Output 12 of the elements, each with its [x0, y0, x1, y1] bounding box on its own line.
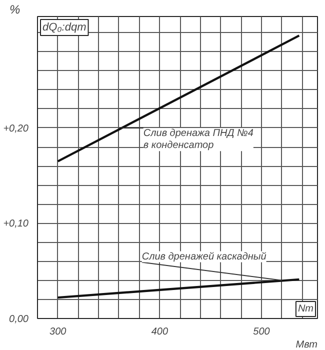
- y-tick-label: 0,00: [9, 314, 29, 325]
- text: dQ₀:dqт: [42, 22, 86, 34]
- y-tick-label: +0,20: [3, 123, 29, 134]
- annotation: Слив дренажа ПНД №4 в конденсатор: [143, 128, 254, 152]
- x-tick-label: 300: [50, 326, 67, 338]
- x-axis-title: Nт: [298, 304, 314, 314]
- y-axis-title: %: [10, 2, 20, 16]
- y-tick-label: +0,10: [3, 218, 29, 230]
- x-tick-label: 500: [253, 326, 270, 338]
- annotation: Слив дренажей каскадный: [142, 251, 267, 262]
- text: Мвт: [296, 340, 318, 350]
- x-tick-label: 400: [151, 326, 168, 338]
